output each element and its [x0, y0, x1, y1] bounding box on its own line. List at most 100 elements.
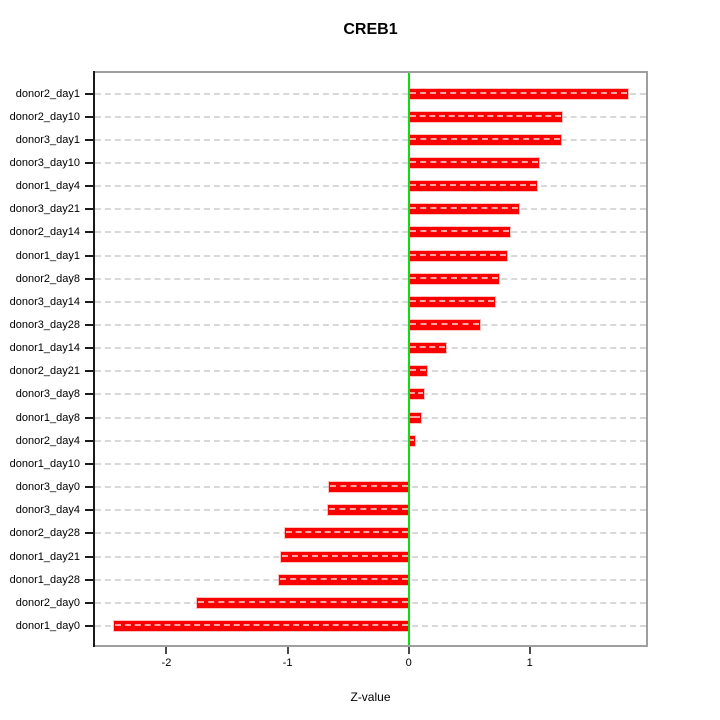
grid-line: [95, 416, 646, 419]
x-tick: [165, 647, 168, 654]
bar-dash-pattern: [409, 184, 536, 187]
y-tick: [85, 416, 94, 419]
y-tick-label: donor1_day0: [15, 620, 80, 632]
y-tick: [85, 277, 94, 280]
y-tick: [85, 462, 94, 465]
bar: [328, 482, 409, 493]
y-tick-label: donor2_day21: [9, 365, 80, 378]
y-tick-label: donor3_day10: [9, 156, 80, 169]
y-tick: [85, 601, 94, 604]
bar-dash-pattern: [409, 323, 480, 326]
x-tick-label: 0: [405, 657, 412, 669]
grid-line: [95, 92, 646, 95]
y-tick-label: donor1_day4: [15, 180, 80, 193]
y-tick: [85, 231, 94, 234]
bar-dash-pattern: [409, 207, 518, 210]
grid-line: [95, 462, 646, 465]
x-axis-title: Z-value: [350, 690, 391, 704]
grid-line: [95, 393, 646, 396]
y-tick-label: donor2_day28: [9, 527, 80, 540]
y-tick-label: donor3_day8: [15, 388, 80, 401]
bar-dash-pattern: [409, 369, 426, 372]
bar: [408, 273, 500, 284]
bar-dash-pattern: [409, 137, 561, 140]
y-tick: [85, 625, 94, 627]
x-tick: [286, 647, 289, 654]
bar-dash-pattern: [409, 276, 499, 279]
grid-line: [95, 231, 646, 234]
y-tick-label: donor3_day21: [9, 203, 80, 216]
bar: [408, 296, 495, 307]
x-tick-label: 1: [526, 657, 533, 669]
grid-line: [95, 370, 646, 373]
bar-dash-pattern: [329, 485, 408, 488]
bar-dash-pattern: [409, 114, 562, 117]
y-tick: [85, 254, 94, 257]
bar: [408, 435, 415, 446]
bar-dash-pattern: [409, 91, 627, 94]
grid-line: [95, 185, 646, 188]
y-tick-label: donor1_day10: [9, 457, 80, 470]
bar: [408, 366, 427, 377]
grid-line: [95, 161, 646, 164]
y-tick: [85, 138, 94, 141]
y-axis: donor2_day1 donor2_day10 donor3_day1 donor3…: [0, 73, 94, 645]
y-tick-label: donor3_day4: [15, 504, 80, 517]
grid-line: [95, 277, 646, 280]
x-tick-label: -1: [282, 657, 293, 669]
grid-line: [95, 208, 646, 211]
y-tick-label: donor1_day21: [9, 550, 80, 563]
bar: [114, 621, 409, 631]
y-tick-label: donor1_day1: [15, 249, 80, 262]
bar-dash-pattern: [115, 624, 408, 626]
y-tick: [85, 324, 94, 327]
y-tick: [85, 370, 94, 373]
y-tick: [85, 578, 94, 581]
bar: [408, 134, 562, 145]
y-tick: [85, 393, 94, 396]
bar: [285, 528, 409, 539]
bar-dash-pattern: [286, 531, 408, 534]
y-tick-label: donor3_day14: [9, 295, 80, 308]
bar: [408, 88, 628, 99]
y-tick: [85, 208, 94, 211]
bar-dash-pattern: [409, 230, 510, 233]
bar-dash-pattern: [280, 577, 408, 580]
bar: [408, 250, 507, 261]
bar-dash-pattern: [409, 438, 414, 441]
bar-dash-pattern: [197, 600, 408, 603]
y-tick: [85, 486, 94, 489]
bar: [408, 320, 481, 331]
bar: [408, 181, 537, 192]
y-tick: [85, 185, 94, 188]
bar: [408, 343, 447, 354]
grid-line: [95, 115, 646, 118]
y-tick: [85, 115, 94, 118]
grid-line: [95, 439, 646, 442]
y-tick-label: donor2_day1: [15, 87, 80, 100]
y-tick-label: donor3_day0: [15, 481, 80, 494]
y-tick-label: donor2_day0: [15, 596, 80, 609]
bar-dash-pattern: [409, 253, 506, 256]
bar-dash-pattern: [409, 415, 420, 418]
y-tick: [85, 347, 94, 350]
y-tick: [85, 439, 94, 442]
x-tick-label: -2: [161, 657, 172, 669]
y-tick: [85, 509, 94, 512]
bar: [408, 389, 425, 400]
bar: [279, 574, 409, 585]
bar: [408, 204, 519, 215]
bar: [196, 597, 409, 608]
y-tick: [85, 555, 94, 558]
grid-line: [95, 347, 646, 350]
bar-dash-pattern: [328, 508, 408, 511]
y-tick: [85, 300, 94, 303]
bar-dash-pattern: [409, 392, 424, 395]
bar-dash-pattern: [409, 299, 494, 302]
chart-title: CREB1: [343, 21, 398, 38]
y-tick-label: donor3_day28: [9, 319, 80, 332]
y-tick-label: donor3_day1: [15, 133, 80, 146]
y-tick: [85, 161, 94, 164]
y-tick-label: donor1_day14: [9, 342, 80, 355]
bar: [408, 227, 511, 238]
